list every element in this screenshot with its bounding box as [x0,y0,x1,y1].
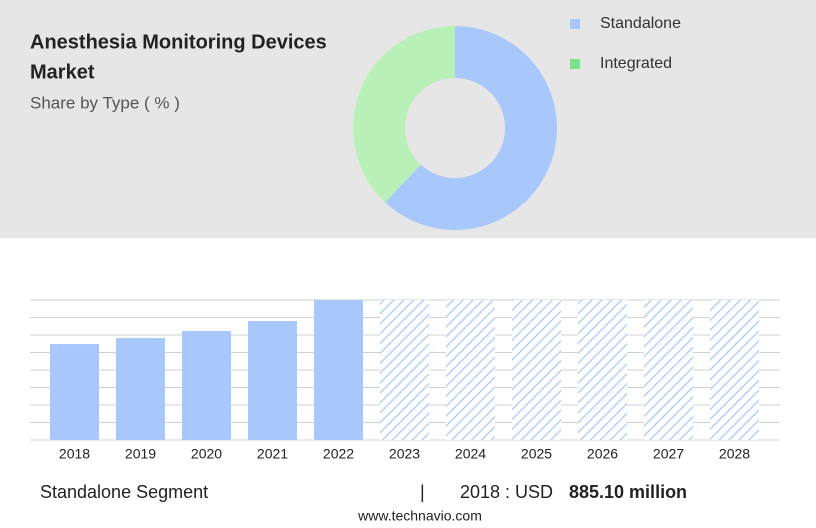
donut-slice [385,26,558,231]
x-tick-label: 2028 [719,446,750,462]
legend-marker [570,19,580,29]
forecast-bar [512,300,561,440]
x-tick-label: 2024 [455,446,486,462]
x-tick-label: 2027 [653,446,684,462]
legend-label: Integrated [600,55,672,72]
forecast-bar [380,300,429,440]
forecast-bar [644,300,693,440]
forecast-bar [446,300,495,440]
bar [182,331,231,440]
subtitle: Share by Type ( % ) [30,93,180,112]
x-tick-label: 2020 [191,446,222,462]
title: Anesthesia Monitoring Devices [30,31,327,53]
year-label: 2018 : USD [460,482,553,502]
forecast-bar [578,300,627,440]
legend-marker [570,59,580,69]
bar [314,300,363,440]
x-tick-label: 2023 [389,446,420,462]
value-label: 885.10 million [569,482,687,502]
x-tick-label: 2019 [125,446,156,462]
bar [116,338,165,440]
title: Market [30,61,95,83]
x-tick-label: 2026 [587,446,618,462]
source: www.technavio.com [357,508,482,524]
forecast-bar [710,300,759,440]
bar [248,321,297,440]
segment-label: Standalone Segment [40,482,208,502]
bar [50,344,99,440]
donut-slice [353,26,455,203]
x-tick-label: 2018 [59,446,90,462]
x-tick-label: 2021 [257,446,288,462]
separator: | [420,482,425,502]
x-tick-label: 2025 [521,446,552,462]
legend-label: Standalone [600,15,681,32]
x-tick-label: 2022 [323,446,354,462]
